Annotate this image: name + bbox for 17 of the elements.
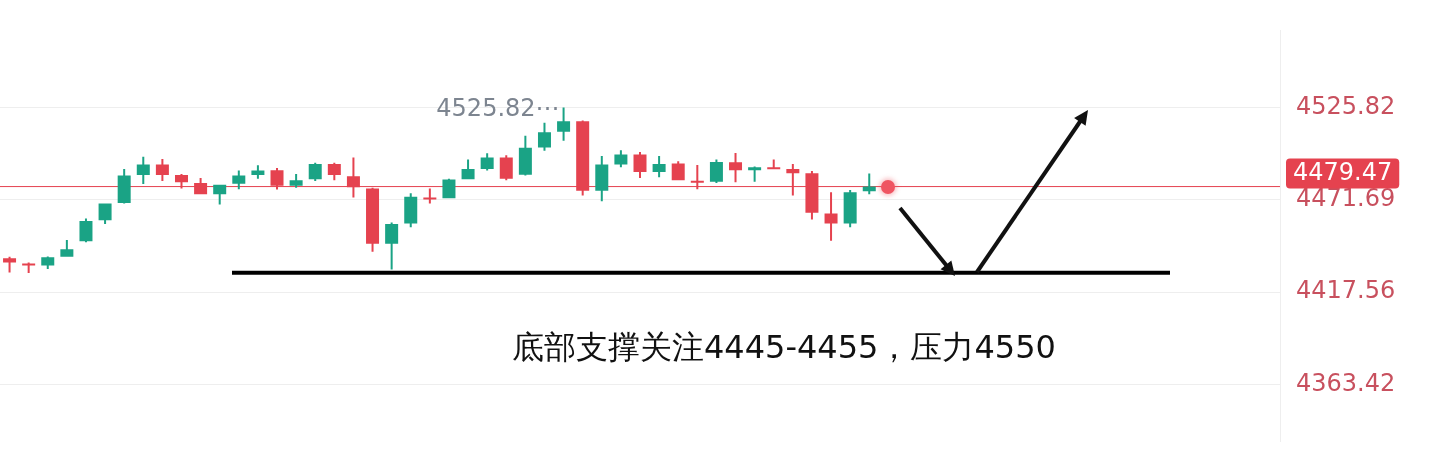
annotation: 4525.82⋯ bbox=[436, 93, 560, 122]
candlestick bbox=[60, 240, 74, 257]
candlestick bbox=[289, 174, 303, 188]
ref-line-label: 4479.47 bbox=[1293, 157, 1393, 186]
candlestick bbox=[614, 150, 628, 168]
candlestick bbox=[251, 165, 265, 179]
y-tick-label: 4363.42 bbox=[1296, 368, 1396, 397]
annotation: 底部支撑关注4445-4455，压力4550 bbox=[512, 328, 1056, 367]
candlestick bbox=[41, 256, 55, 269]
y-tick-label: 4417.56 bbox=[1296, 276, 1396, 305]
y-tick-label: 4471.69 bbox=[1296, 184, 1396, 213]
candlestick bbox=[729, 152, 743, 183]
candlestick bbox=[22, 262, 36, 274]
candlestick bbox=[557, 107, 571, 141]
candlestick bbox=[748, 166, 762, 182]
y-tick-label: 4525.82 bbox=[1296, 91, 1396, 120]
candlestick bbox=[824, 192, 838, 241]
